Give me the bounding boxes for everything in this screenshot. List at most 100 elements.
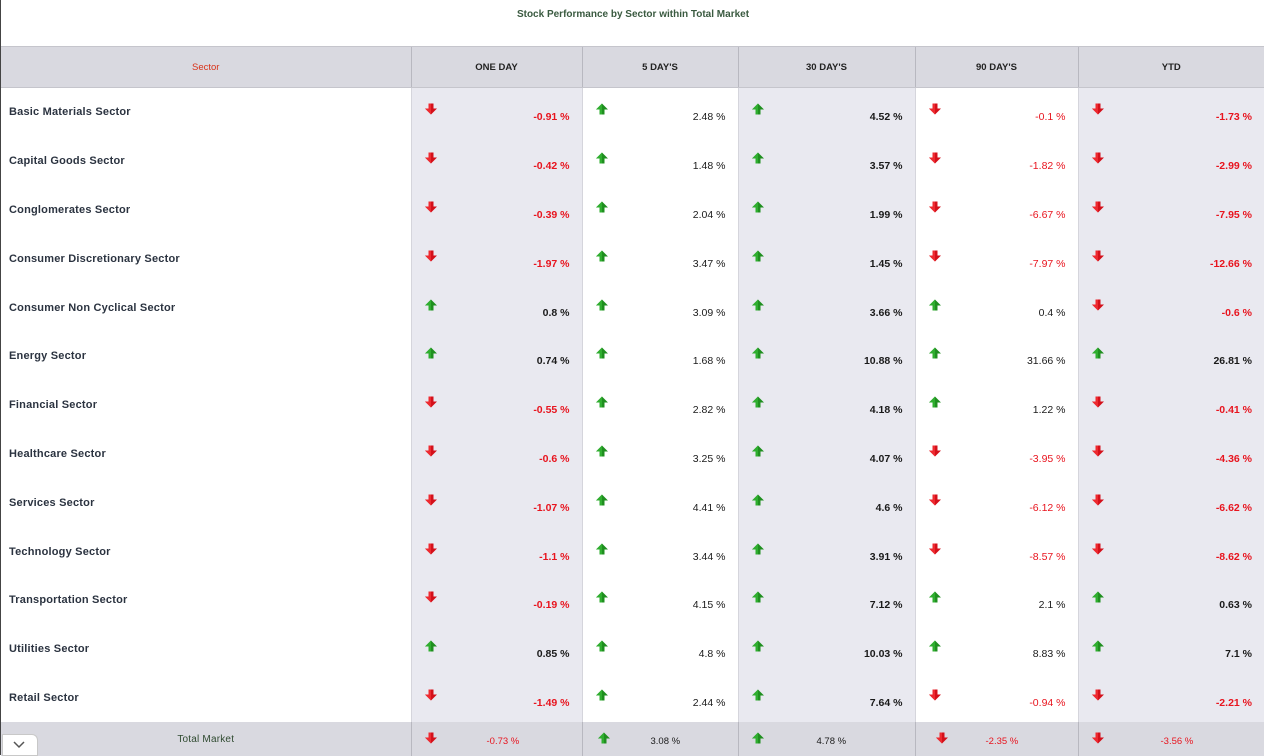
value-30-days: 10.88 % (863, 355, 903, 368)
arrow-up-icon (751, 543, 764, 555)
sector-name[interactable]: Energy Sector (9, 350, 87, 363)
value-90-days: 31.66 % (1026, 355, 1066, 368)
sector-name[interactable]: Services Sector (9, 496, 95, 509)
sector-name[interactable]: Utilities Sector (9, 643, 90, 656)
arrow-up-icon (595, 445, 608, 457)
value-30-days: 4.07 % (869, 452, 903, 465)
chevron-down-icon (13, 741, 25, 749)
arrow-down-icon (928, 152, 941, 164)
cell-30-days: 4.07 % (737, 429, 915, 479)
arrow-down-icon (928, 494, 941, 506)
arrow-down-icon (1091, 732, 1104, 744)
cell-5-days: 4.41 % (581, 478, 738, 528)
cell-90-days: -2.35 % (914, 722, 1078, 756)
arrow-down-icon (928, 201, 941, 213)
arrow-up-icon (751, 250, 764, 262)
value-5-days: 4.15 % (692, 599, 726, 612)
total-row: Total Market -0.73 % 3.08 % 4.78 % -2.35 % -3… (1, 722, 1264, 756)
cell-90-days: 0.4 % (914, 283, 1078, 332)
value-one-day: -0.73 % (486, 736, 520, 748)
sector-name[interactable]: Retail Sector (9, 691, 79, 704)
column-header-one-day[interactable]: ONE DAY (410, 46, 582, 88)
table-row: Consumer Non Cyclical Sector 0.8 % 3.09 % 3… (1, 283, 1264, 332)
arrow-up-icon (751, 445, 764, 457)
value-ytd: -7.95 % (1215, 208, 1252, 221)
arrow-up-icon (751, 201, 764, 213)
arrow-up-icon (595, 689, 608, 701)
value-one-day: -0.91 % (533, 111, 570, 124)
header-row: Sector ONE DAY 5 DAY'S 30 DAY'S 90 DAY'S… (1, 46, 1264, 88)
value-ytd: -1.73 % (1215, 111, 1252, 124)
table-row: Consumer Discretionary Sector -1.97 % 3.47… (1, 234, 1264, 284)
arrow-up-icon (595, 201, 608, 213)
cell-ytd: -1.73 % (1077, 87, 1264, 137)
value-90-days: -1.82 % (1029, 160, 1066, 173)
collapse-button[interactable] (2, 734, 38, 756)
arrow-down-icon (928, 103, 941, 115)
sector-name[interactable]: Conglomerates Sector (9, 203, 131, 216)
arrow-down-icon (928, 543, 941, 555)
column-header-90-days[interactable]: 90 DAY'S (914, 46, 1078, 88)
cell-one-day: 0.8 % (410, 283, 582, 332)
arrow-up-icon (424, 347, 437, 359)
value-ytd: -6.62 % (1215, 501, 1252, 514)
column-header-ytd[interactable]: YTD (1077, 46, 1264, 88)
value-one-day: -0.55 % (533, 404, 570, 417)
value-5-days: 3.25 % (692, 452, 726, 465)
sector-name[interactable]: Technology Sector (9, 545, 111, 558)
value-one-day: 0.8 % (542, 306, 570, 319)
value-one-day: -0.39 % (533, 208, 570, 221)
sector-name[interactable]: Transportation Sector (9, 594, 128, 607)
page-title: Stock Performance by Sector within Total… (516, 9, 750, 20)
cell-90-days: -1.82 % (914, 136, 1078, 186)
cell-5-days: 2.44 % (581, 673, 738, 723)
column-header-30-days[interactable]: 30 DAY'S (737, 46, 915, 88)
cell-5-days: 2.82 % (581, 380, 738, 430)
cell-ytd: -3.56 % (1077, 722, 1264, 756)
sector-name[interactable]: Basic Materials Sector (9, 106, 131, 119)
arrow-down-icon (928, 445, 941, 457)
total-market-label[interactable]: Total Market (1, 722, 411, 756)
cell-5-days: 3.47 % (581, 234, 738, 284)
cell-one-day: 0.85 % (410, 624, 582, 674)
table-row: Capital Goods Sector -0.42 % 1.48 % 3.57 % -… (1, 136, 1264, 186)
arrow-up-icon (595, 299, 608, 311)
sector-name[interactable]: Consumer Discretionary Sector (9, 252, 180, 265)
arrow-down-icon (928, 250, 941, 262)
cell-30-days: 4.18 % (737, 380, 915, 430)
arrow-down-icon (1091, 299, 1104, 311)
cell-5-days: 1.48 % (581, 136, 738, 186)
cell-ytd: -6.62 % (1077, 478, 1264, 528)
value-30-days: 3.91 % (869, 550, 903, 563)
sector-name[interactable]: Capital Goods Sector (9, 155, 125, 168)
arrow-down-icon (424, 445, 437, 457)
arrow-up-icon (1091, 347, 1104, 359)
cell-30-days: 10.88 % (737, 331, 915, 381)
sector-name[interactable]: Consumer Non Cyclical Sector (9, 301, 176, 314)
sector-name[interactable]: Financial Sector (9, 399, 98, 412)
column-header-sector[interactable]: Sector (1, 46, 411, 88)
cell-90-days: -3.95 % (914, 429, 1078, 479)
value-5-days: 3.44 % (692, 550, 726, 563)
value-5-days: 2.48 % (692, 111, 726, 124)
value-ytd: -3.56 % (1160, 736, 1194, 748)
value-30-days: 1.99 % (869, 208, 903, 221)
value-ytd: 0.63 % (1219, 599, 1252, 612)
arrow-down-icon (1091, 689, 1104, 701)
arrow-down-icon (928, 689, 941, 701)
value-30-days: 1.45 % (869, 257, 903, 270)
value-90-days: -6.67 % (1029, 208, 1066, 221)
cell-30-days: 7.12 % (737, 575, 915, 625)
cell-5-days: 3.44 % (581, 527, 738, 576)
sector-name[interactable]: Healthcare Sector (9, 447, 106, 460)
value-30-days: 7.64 % (869, 696, 903, 709)
arrow-down-icon (424, 103, 437, 115)
arrow-up-icon (597, 732, 610, 744)
column-header-5-days[interactable]: 5 DAY'S (581, 46, 738, 88)
value-30-days: 3.57 % (869, 160, 903, 173)
arrow-up-icon (595, 396, 608, 408)
arrow-up-icon (751, 732, 764, 744)
value-90-days: 1.22 % (1032, 404, 1066, 417)
arrow-up-icon (751, 591, 764, 603)
cell-30-days: 7.64 % (737, 673, 915, 723)
